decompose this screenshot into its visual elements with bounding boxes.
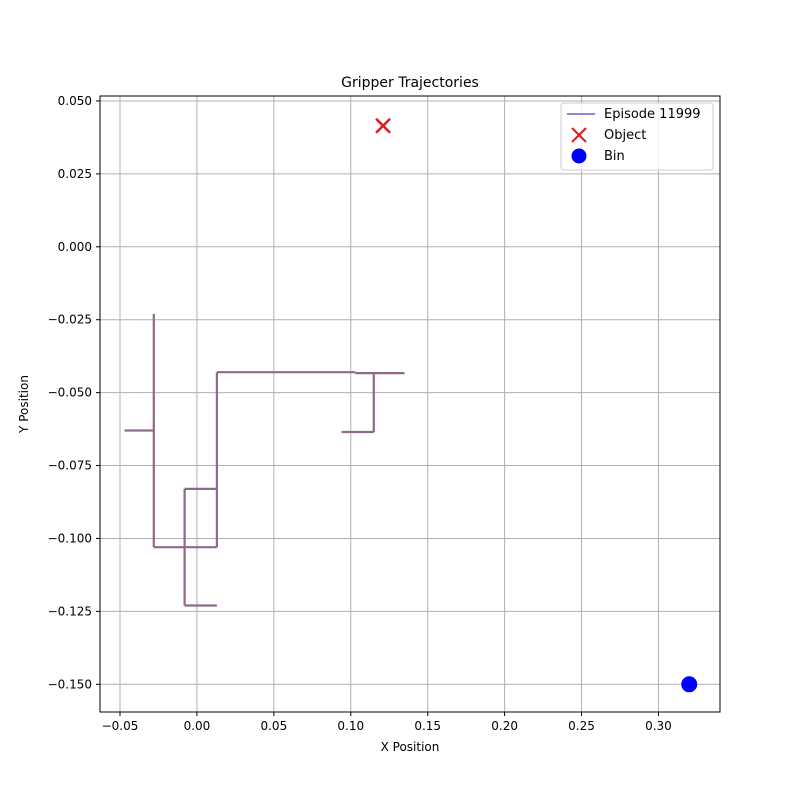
- y-tick-label: −0.025: [48, 313, 92, 327]
- plot-frame: [99, 95, 721, 713]
- y-tick-label: 0.000: [58, 240, 92, 254]
- x-tick-label: 0.00: [184, 719, 211, 733]
- x-tick-label: 0.25: [568, 719, 595, 733]
- y-tick-label: −0.100: [48, 531, 92, 545]
- legend-box: [560, 102, 714, 171]
- axis-ticks: −0.05 0.00 0.05 0.10 0.15 0.20 0.25 0.30 0.050 0.…: [48, 94, 672, 733]
- legend-label: Episode 11999: [604, 107, 701, 122]
- legend-items: Episode 11999 Object Bin: [567, 107, 701, 164]
- object-marker: [375, 117, 391, 134]
- legend-item: Bin: [571, 148, 625, 164]
- legend-item: Episode 11999: [567, 107, 701, 122]
- legend-x-swatch: [571, 127, 587, 143]
- object-marker-stroke: [375, 117, 391, 134]
- legend-circle-swatch: [571, 148, 587, 164]
- legend: Episode 11999 Object Bin: [560, 102, 714, 171]
- y-tick-label: 0.025: [58, 167, 92, 181]
- y-tick-label: −0.075: [48, 459, 92, 473]
- y-tick-label: −0.050: [48, 386, 92, 400]
- x-tick-label: 0.20: [491, 719, 518, 733]
- bin-marker: [681, 676, 698, 693]
- x-tick-label: 0.30: [645, 719, 672, 733]
- legend-label: Bin: [604, 149, 625, 164]
- y-tick-label: 0.050: [58, 94, 92, 108]
- y-tick-label: −0.150: [48, 677, 92, 691]
- grid: [100, 96, 720, 712]
- x-tick-label: 0.15: [414, 719, 441, 733]
- chart-title: Gripper Trajectories: [341, 75, 479, 91]
- y-axis-label: Y Position: [17, 375, 31, 434]
- data-layer: [124, 117, 698, 693]
- x-tick-label: 0.10: [337, 719, 364, 733]
- x-tick-label: 0.05: [260, 719, 287, 733]
- legend-label: Object: [604, 128, 646, 143]
- x-axis-label: X Position: [381, 740, 440, 754]
- legend-item: Object: [571, 127, 646, 143]
- x-tick-label: −0.05: [102, 719, 139, 733]
- y-tick-label: −0.125: [48, 604, 92, 618]
